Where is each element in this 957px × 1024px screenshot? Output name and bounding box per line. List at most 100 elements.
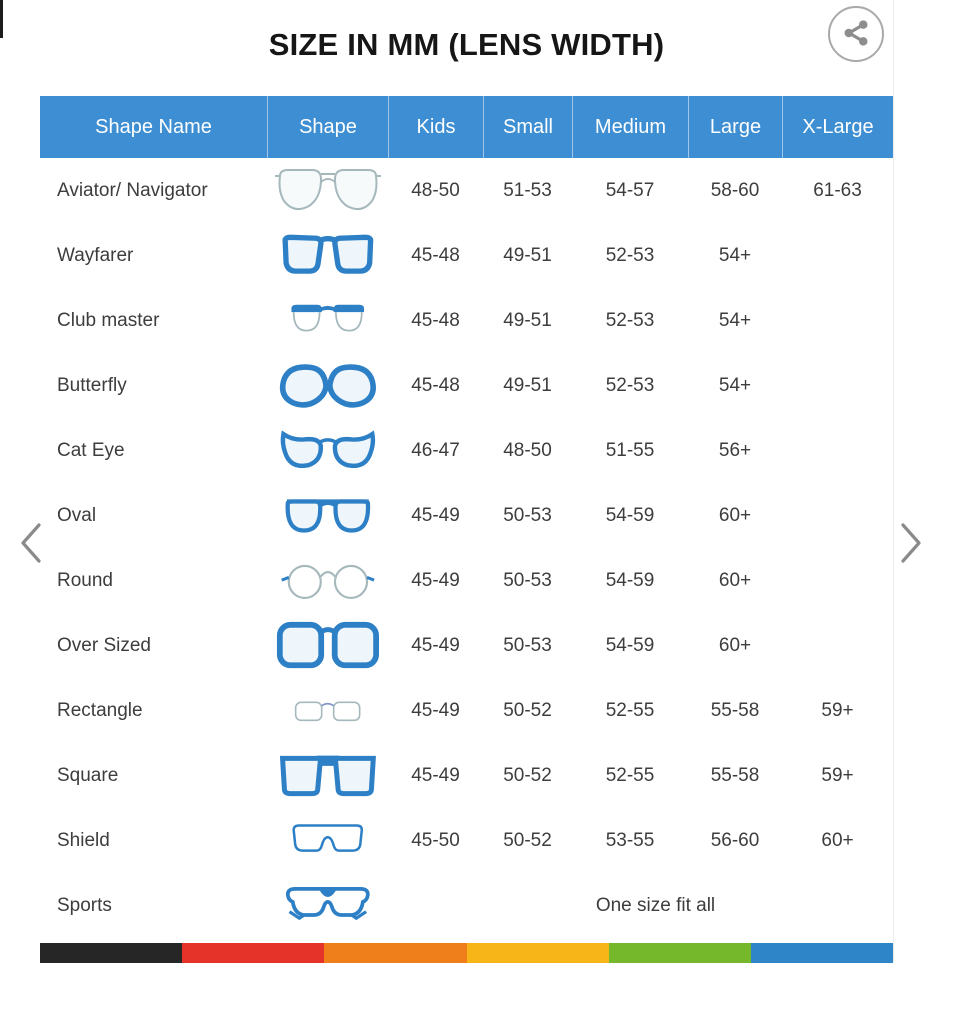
shape-name-rectangle: Rectangle: [57, 699, 143, 721]
brand-color-bar-segment: [40, 943, 183, 963]
shape-icon-cell: [267, 613, 388, 678]
size-value-x-large: [782, 548, 893, 613]
carousel-prev-button[interactable]: [14, 520, 48, 568]
carousel-next-button[interactable]: [894, 520, 928, 568]
shape-icon-cell: [267, 548, 388, 613]
shape-name-round: Round: [57, 569, 113, 591]
size-value-small: 50-53: [503, 504, 552, 526]
shape-icon-cell: [267, 158, 388, 223]
chevron-right-icon: [898, 522, 924, 567]
brand-color-bar-segment: [608, 943, 751, 963]
shape-name-butterfly: Butterfly: [57, 374, 127, 396]
size-value-large: 54+: [718, 244, 752, 266]
size-value-small: 51-53: [503, 179, 552, 201]
brand-color-bar-segment: [182, 943, 325, 963]
size-chart-table: Shape Name Shape Kids Small Medium Large X-Lar…: [40, 96, 893, 938]
size-value-large: 55-58: [710, 764, 760, 786]
size-value-medium: 54-57: [605, 179, 655, 201]
size-value-medium: 51-55: [605, 439, 655, 461]
shape-icon-cell: [267, 288, 388, 353]
column-header-shape: Shape: [267, 96, 388, 158]
size-value-small: 49-51: [503, 244, 552, 266]
size-value-medium: 53-55: [605, 829, 655, 851]
brand-color-bar-segment: [750, 943, 894, 963]
size-value-kids: 45-48: [411, 244, 460, 266]
shape-icon-cell: [267, 483, 388, 548]
size-value-large: 60+: [718, 634, 752, 656]
size-value-kids: 45-50: [411, 829, 460, 851]
shape-name-over-sized: Over Sized: [57, 634, 151, 656]
size-value-small: 49-51: [503, 374, 552, 396]
size-value-kids: 45-48: [411, 374, 460, 396]
shield-glasses-icon: [267, 821, 388, 861]
size-value-medium: 54-59: [605, 569, 655, 591]
column-header-shape-name: Shape Name: [40, 96, 267, 158]
share-icon: [841, 18, 871, 51]
shape-icon-cell: [267, 223, 388, 288]
size-value-kids: 45-49: [411, 699, 460, 721]
brand-color-bar: [40, 943, 894, 963]
size-value-x-large: 59+: [821, 764, 854, 786]
shape-name-oval: Oval: [57, 504, 97, 526]
column-header-large: Large: [688, 96, 782, 158]
shape-name-wayfarer: Wayfarer: [57, 244, 134, 266]
size-value-small: 50-52: [503, 699, 552, 721]
shape-name-aviator-navigator: Aviator/ Navigator: [57, 179, 208, 201]
aviator-glasses-icon: [267, 163, 388, 219]
size-value-x-large: [782, 288, 893, 353]
sports-glasses-icon: [267, 884, 388, 928]
size-value-large: 56+: [718, 439, 752, 461]
size-value-large: 54+: [718, 309, 752, 331]
oval-glasses-icon: [267, 493, 388, 539]
shape-name-square: Square: [57, 764, 119, 786]
size-value-kids: 48-50: [411, 179, 460, 201]
shape-icon-cell: [267, 873, 388, 938]
shape-name-cat-eye: Cat Eye: [57, 439, 125, 461]
size-value-medium: 54-59: [605, 634, 655, 656]
shape-icon-cell: [267, 743, 388, 808]
size-value-kids: 45-49: [411, 764, 460, 786]
shape-icon-cell: [267, 808, 388, 873]
brand-color-bar-segment: [324, 943, 467, 963]
rectangle-glasses-icon: [267, 693, 388, 729]
brand-color-bar-segment: [466, 943, 609, 963]
page-title: SIZE IN MM (LENS WIDTH): [268, 27, 665, 62]
size-value-small: 50-53: [503, 569, 552, 591]
size-value-kids: 45-48: [411, 309, 460, 331]
shape-name-sports: Sports: [57, 894, 112, 916]
size-value-kids: 45-49: [411, 634, 460, 656]
size-value-large: 54+: [718, 374, 752, 396]
size-value-x-large: 59+: [821, 699, 854, 721]
size-value-small: 49-51: [503, 309, 552, 331]
square-glasses-icon: [267, 751, 388, 801]
cateye-glasses-icon: [267, 427, 388, 475]
size-value-large: 58-60: [710, 179, 760, 201]
shape-icon-cell: [267, 678, 388, 743]
one-size-note: One size fit all: [595, 894, 716, 916]
shape-icon-cell: [267, 353, 388, 418]
round-glasses-icon: [267, 557, 388, 605]
butterfly-glasses-icon: [267, 361, 388, 411]
page-edge-divider: [893, 0, 894, 962]
size-value-x-large: 60+: [821, 829, 854, 851]
size-value-medium: 52-53: [605, 309, 655, 331]
column-header-x-large: X-Large: [782, 96, 893, 158]
size-value-kids: 46-47: [411, 439, 460, 461]
size-value-kids: 45-49: [411, 504, 460, 526]
size-value-small: 50-52: [503, 829, 552, 851]
wayfarer-glasses-icon: [267, 232, 388, 280]
size-value-x-large: 61-63: [813, 179, 862, 201]
size-value-small: 50-53: [503, 634, 552, 656]
shape-icon-cell: [267, 418, 388, 483]
size-value-x-large: [782, 613, 893, 678]
size-value-large: 60+: [718, 569, 752, 591]
size-value-medium: 54-59: [605, 504, 655, 526]
size-value-x-large: [782, 418, 893, 483]
size-value-small: 48-50: [503, 439, 552, 461]
size-value-x-large: [782, 223, 893, 288]
size-value-large: 60+: [718, 504, 752, 526]
size-value-small: 50-52: [503, 764, 552, 786]
share-button[interactable]: [828, 6, 884, 62]
shape-name-club-master: Club master: [57, 309, 160, 331]
column-header-small: Small: [483, 96, 572, 158]
